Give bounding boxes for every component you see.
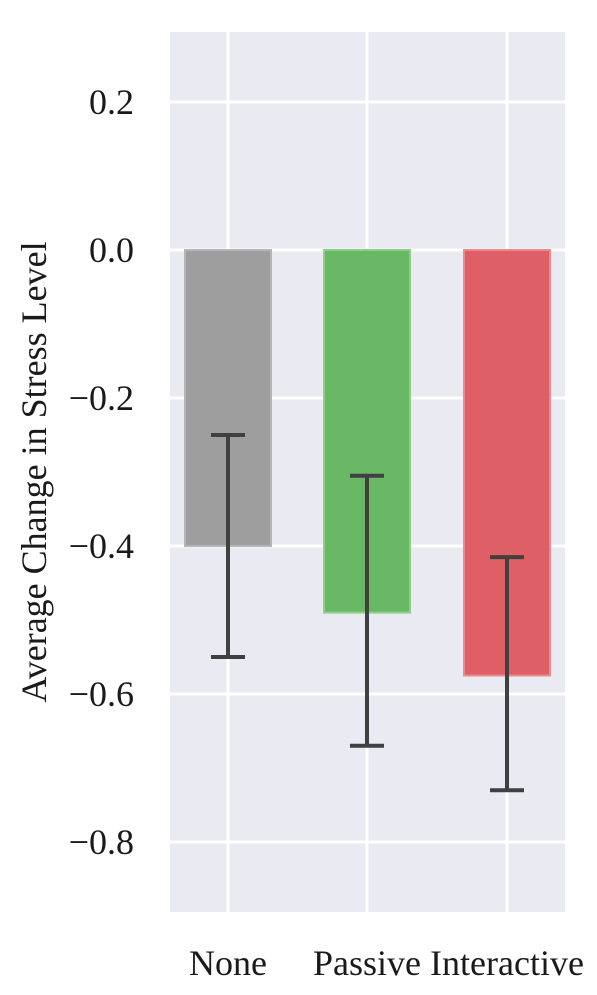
- y-tick-label: −0.4: [69, 526, 134, 566]
- x-tick-label-none: None: [189, 943, 267, 983]
- x-tick-label-interactive: Interactive: [430, 943, 584, 983]
- y-tick-label: 0.2: [89, 82, 134, 122]
- y-tick-label: −0.2: [69, 378, 134, 418]
- x-tick-label-passive: Passive: [313, 943, 421, 983]
- y-tick-label: 0.0: [89, 230, 134, 270]
- x-tick-labels: None Passive Interactive: [189, 943, 584, 983]
- y-tick-label: −0.6: [69, 674, 134, 714]
- y-tick-labels: 0.2 0.0 −0.2 −0.4 −0.6 −0.8: [69, 82, 134, 862]
- y-axis-label: Average Change in Stress Level: [14, 241, 54, 702]
- y-tick-label: −0.8: [69, 822, 134, 862]
